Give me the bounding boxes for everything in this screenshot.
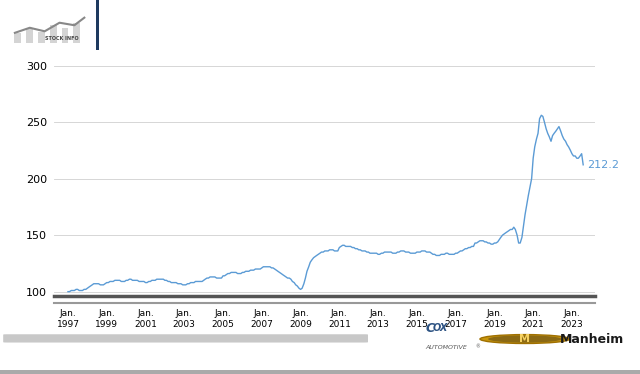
Text: STOCK INFO: STOCK INFO: [45, 36, 78, 42]
Bar: [14, 33, 21, 43]
Bar: [96, 0, 99, 50]
Bar: [74, 23, 81, 43]
Bar: [0, 370, 640, 374]
Text: ®: ®: [475, 345, 479, 350]
Bar: [26, 29, 33, 43]
Text: Manheim Used-Vehicle Value Index: August 2023: Manheim Used-Vehicle Value Index: August…: [138, 18, 579, 33]
Circle shape: [488, 335, 561, 343]
Text: OX: OX: [433, 323, 448, 333]
Text: AUTOMOTIVE: AUTOMOTIVE: [426, 345, 467, 350]
Circle shape: [480, 335, 570, 343]
Text: Manheim: Manheim: [560, 332, 624, 346]
Bar: [61, 28, 68, 43]
Text: C: C: [426, 322, 435, 335]
Bar: [50, 25, 56, 43]
FancyBboxPatch shape: [3, 334, 368, 343]
Text: 212.2: 212.2: [587, 160, 619, 170]
Text: M: M: [519, 334, 531, 344]
Bar: [38, 32, 45, 43]
